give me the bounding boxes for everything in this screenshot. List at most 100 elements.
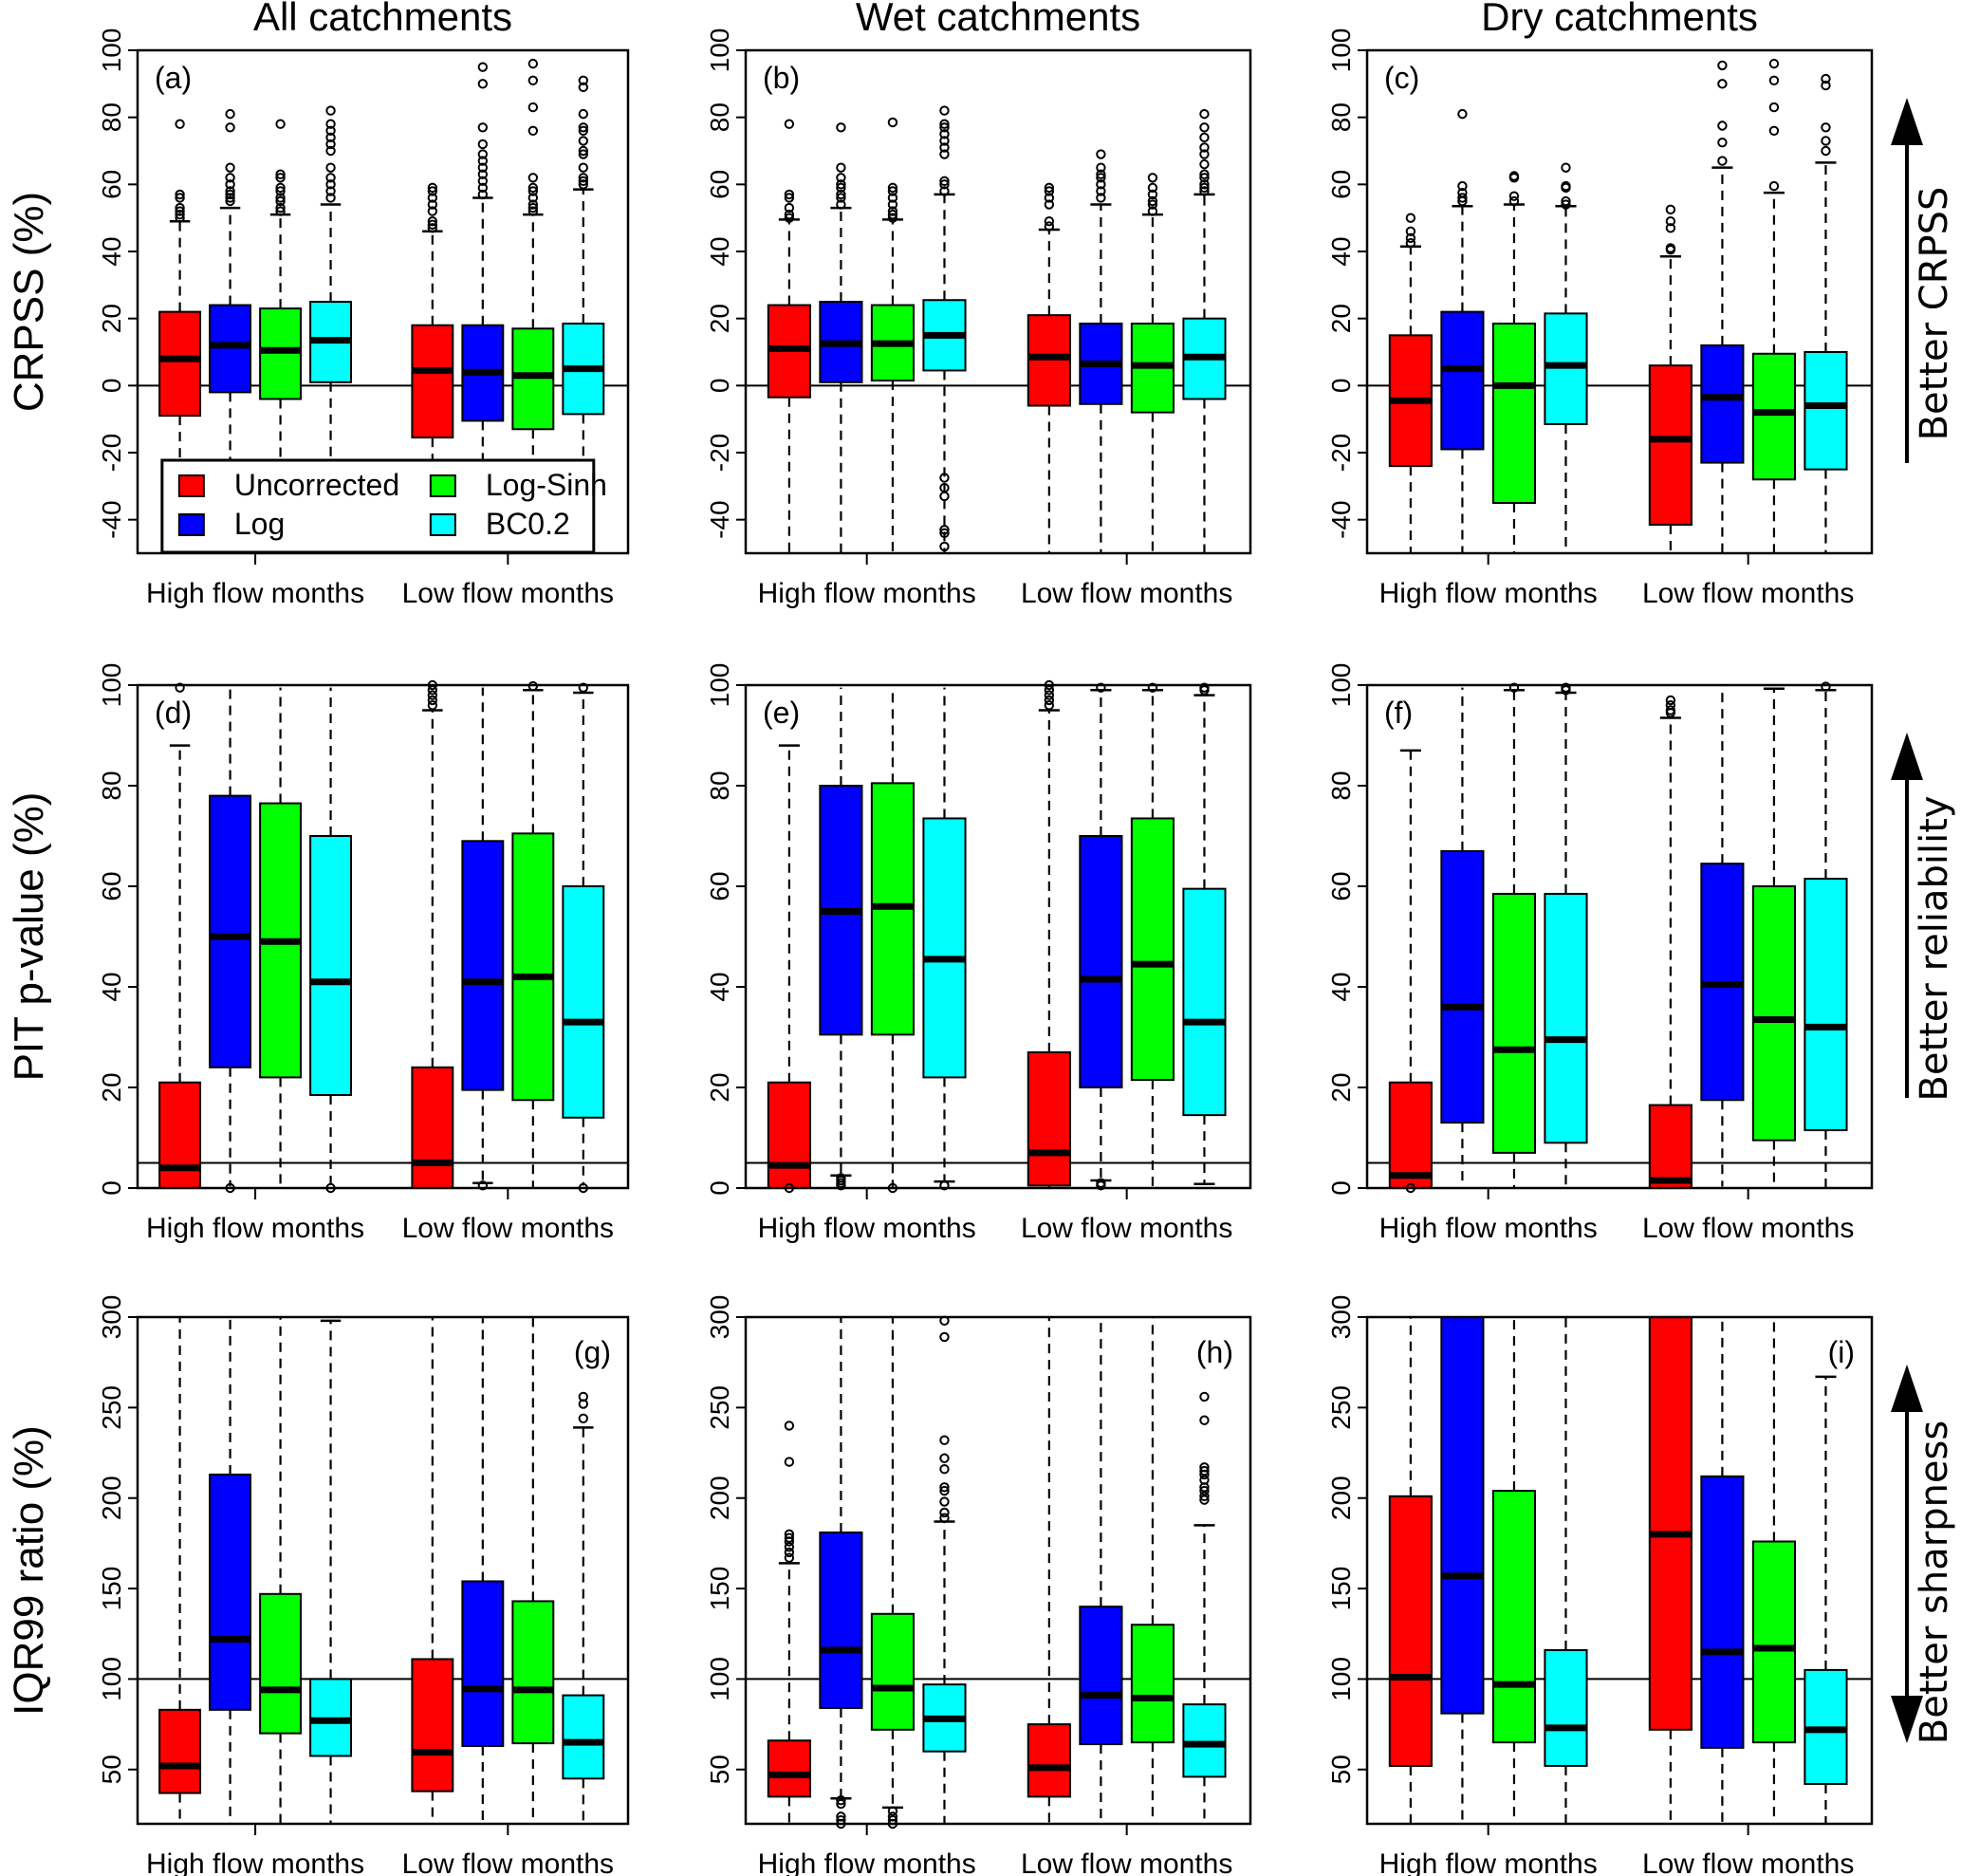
y-tick-label: 20 bbox=[97, 1072, 126, 1102]
outlier-point bbox=[1457, 180, 1468, 192]
box-iqr bbox=[511, 832, 555, 1102]
y-tick-label: 0 bbox=[97, 1180, 126, 1196]
outlier-point bbox=[1199, 1391, 1210, 1402]
box-uncorrected bbox=[158, 1317, 202, 1824]
x-tick-label: Low flow months bbox=[402, 1213, 614, 1244]
box-iqr bbox=[1027, 314, 1071, 407]
outlier-point bbox=[325, 132, 336, 143]
y-tick-label: 0 bbox=[1326, 1180, 1356, 1196]
outlier-point bbox=[836, 199, 846, 210]
panel-b: -40 -20 0 20 40 60 80 100 High flow months Low fl… bbox=[705, 28, 1252, 609]
box-log bbox=[209, 687, 252, 1194]
box-log-sinh bbox=[870, 687, 916, 1194]
y-tick-label: 100 bbox=[1326, 663, 1356, 708]
box-bc0-2 bbox=[1182, 682, 1227, 1186]
side-label: Better reliability bbox=[1913, 795, 1956, 1101]
panel-g: 50 100 150 200 250 300 High flow months Low flo… bbox=[97, 1295, 630, 1876]
outlier-point bbox=[1096, 162, 1106, 173]
outlier-point bbox=[527, 173, 539, 183]
box-uncorrected bbox=[1648, 695, 1693, 1190]
outlier-point bbox=[784, 1542, 795, 1552]
outlier-point bbox=[1147, 682, 1158, 693]
box-uncorrected bbox=[1027, 679, 1071, 1188]
outlier-point bbox=[1096, 169, 1106, 179]
box-bc0-2 bbox=[1804, 73, 1848, 553]
outlier-point bbox=[1044, 221, 1055, 232]
box-log bbox=[461, 1317, 505, 1824]
y-tick-label: 80 bbox=[705, 102, 734, 132]
outlier-point bbox=[275, 186, 286, 196]
y-tick-label: 80 bbox=[1326, 771, 1356, 800]
y-tick-label: 20 bbox=[705, 304, 734, 333]
box-iqr bbox=[1804, 878, 1848, 1132]
outlier-point bbox=[1044, 199, 1055, 210]
box-log-sinh bbox=[1130, 1317, 1175, 1824]
outlier-point bbox=[578, 162, 589, 173]
panel-tag: (f) bbox=[1384, 696, 1413, 730]
legend-label: Uncorrected bbox=[234, 468, 399, 502]
outlier-point bbox=[325, 125, 336, 137]
outlier-point bbox=[1199, 1462, 1210, 1473]
outlier-point bbox=[1044, 182, 1055, 194]
y-tick-label: 0 bbox=[705, 379, 734, 394]
outlier-point bbox=[275, 169, 286, 179]
outlier-point bbox=[1096, 682, 1106, 693]
outlier-point bbox=[784, 119, 795, 129]
outlier-point bbox=[275, 202, 286, 214]
outlier-point bbox=[1147, 199, 1158, 210]
y-tick-label: -40 bbox=[1326, 500, 1356, 538]
box-iqr bbox=[259, 307, 303, 400]
outlier-point bbox=[1665, 204, 1676, 215]
box-log bbox=[1700, 1317, 1745, 1824]
y-tick-label: 40 bbox=[1326, 972, 1356, 1001]
outlier-point bbox=[887, 206, 898, 216]
outlier-point bbox=[325, 139, 336, 150]
outlier-point bbox=[1199, 1475, 1210, 1485]
box-iqr bbox=[1751, 885, 1797, 1142]
box-log-sinh bbox=[1751, 1317, 1797, 1824]
outlier-point bbox=[836, 1795, 846, 1806]
y-tick-label: 40 bbox=[1326, 236, 1356, 266]
outlier-point bbox=[477, 139, 489, 150]
panel-f: 0 20 40 60 80 100 High flow months Low flow mon… bbox=[1326, 663, 1874, 1244]
outlier-point bbox=[1821, 73, 1831, 84]
y-tick-label: 150 bbox=[97, 1567, 126, 1611]
outlier-point bbox=[1405, 226, 1416, 237]
outlier-point bbox=[325, 173, 336, 183]
box-iqr bbox=[1440, 310, 1485, 451]
panel-a: -40 -20 0 20 40 60 80 100 High flow months Low fl… bbox=[97, 28, 630, 609]
box-log-sinh bbox=[1130, 682, 1175, 1188]
outlier-point bbox=[1199, 1491, 1210, 1502]
panel-tag: (e) bbox=[763, 696, 800, 730]
outlier-point bbox=[175, 682, 185, 693]
outlier-point bbox=[527, 193, 539, 203]
outlier-point bbox=[527, 186, 539, 196]
outlier-point bbox=[527, 102, 539, 113]
box-iqr bbox=[461, 1580, 505, 1747]
outlier-point bbox=[836, 173, 846, 183]
outlier-point bbox=[939, 186, 950, 196]
y-tick-label: 80 bbox=[97, 771, 126, 800]
outlier-point bbox=[836, 1811, 846, 1822]
y-tick-label: 200 bbox=[1326, 1476, 1356, 1520]
outlier-point bbox=[1717, 156, 1728, 166]
outlier-point bbox=[939, 179, 950, 190]
y-tick-label: 200 bbox=[97, 1476, 126, 1520]
plot-frame bbox=[744, 1315, 1252, 1826]
box-iqr bbox=[1544, 1648, 1588, 1767]
column-title: All catchments bbox=[253, 0, 512, 39]
panel-c: -40 -20 0 20 40 60 80 100 High flow months Low fl… bbox=[1326, 28, 1874, 609]
x-tick-label: Low flow months bbox=[1642, 1213, 1854, 1244]
plot-frame bbox=[1365, 48, 1874, 555]
box-iqr bbox=[562, 1694, 605, 1780]
box-log-sinh bbox=[259, 119, 303, 553]
box-bc0-2 bbox=[922, 105, 967, 553]
side-annotation: Better sharpness bbox=[1891, 1365, 1956, 1744]
box-iqr bbox=[209, 1473, 252, 1711]
y-tick-label: 50 bbox=[1326, 1755, 1356, 1784]
outlier-point bbox=[887, 199, 898, 210]
outlier-point bbox=[1199, 1495, 1210, 1505]
box-iqr bbox=[1130, 1624, 1175, 1744]
legend-item: BC0.2 bbox=[429, 507, 570, 541]
outlier-point bbox=[578, 125, 589, 137]
